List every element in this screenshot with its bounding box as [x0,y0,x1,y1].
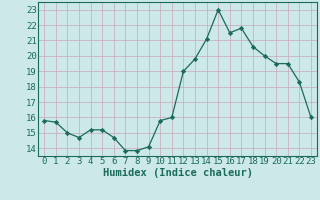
X-axis label: Humidex (Indice chaleur): Humidex (Indice chaleur) [103,168,252,178]
